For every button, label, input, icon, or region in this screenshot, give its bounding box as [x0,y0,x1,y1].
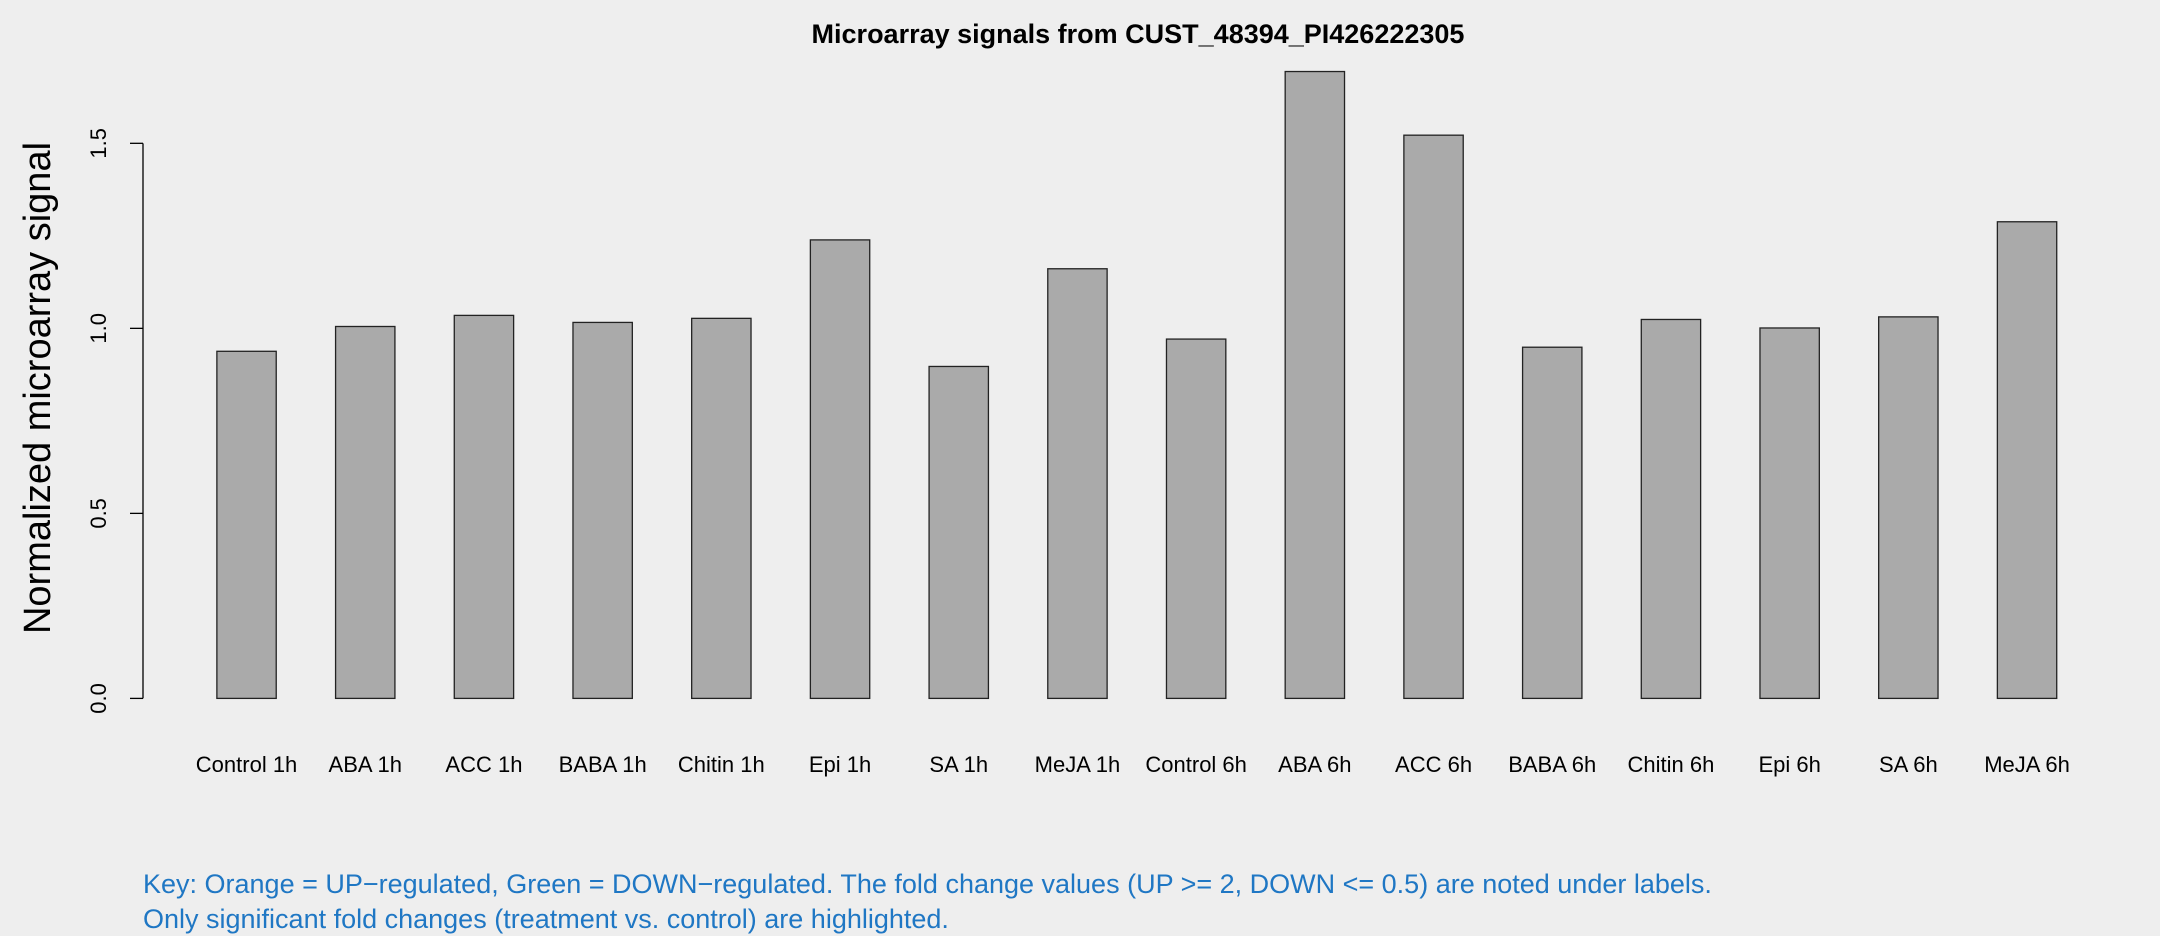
x-tick-label: ACC 6h [1395,752,1472,777]
bar [1047,268,1108,700]
key-note: Only significant fold changes (treatment… [143,904,949,934]
key-note: Key: Orange = UP−regulated, Green = DOWN… [143,869,1712,899]
bar [1284,70,1346,700]
y-tick-label: 1.0 [86,313,111,344]
x-tick-label: Chitin 1h [678,752,765,777]
x-tick-label: Control 1h [196,752,298,777]
x-tick-label: Control 6h [1145,752,1247,777]
x-tick-label: ACC 1h [445,752,522,777]
x-tick-label: BABA 6h [1508,752,1596,777]
bar [334,325,396,700]
bar [1521,346,1583,700]
bar [1640,318,1702,700]
bar [1878,316,1939,700]
y-axis-label: Normalized microarray signal [17,142,59,634]
x-tick-label: ABA 1h [329,752,402,777]
bar [216,350,277,700]
bar [1403,134,1464,700]
x-tick-label: Epi 6h [1758,752,1820,777]
bar [453,314,515,700]
chart-title: Microarray signals from CUST_48394_PI426… [812,19,1465,49]
bar [1759,327,1820,700]
bar [572,321,633,700]
x-tick-label: MeJA 6h [1984,752,2070,777]
x-tick-label: SA 1h [929,752,988,777]
y-tick-label: 0.5 [86,498,111,529]
x-tick-label: Chitin 6h [1628,752,1715,777]
x-tick-label: ABA 6h [1278,752,1351,777]
bar [1996,221,2058,700]
y-tick-label: 0.0 [86,683,111,714]
bar [1165,338,1227,700]
bar [809,239,871,700]
x-tick-label: MeJA 1h [1035,752,1121,777]
x-tick-label: Epi 1h [809,752,871,777]
bar [691,317,752,700]
x-tick-label: BABA 1h [559,752,647,777]
x-tick-label: SA 6h [1879,752,1938,777]
y-tick-label: 1.5 [86,128,111,159]
bar [928,365,990,700]
